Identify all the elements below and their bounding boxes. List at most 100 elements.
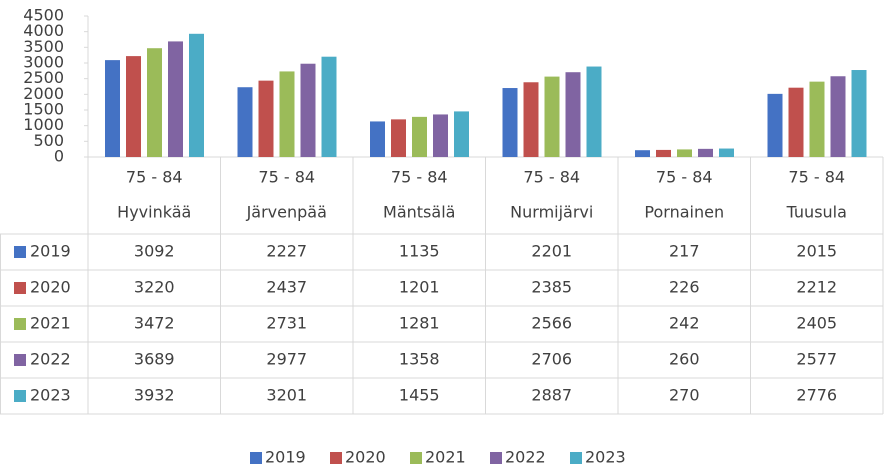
legend-key xyxy=(410,452,422,464)
y-tick-label: 1500 xyxy=(23,100,64,119)
x-tick-label: Mäntsälä xyxy=(383,203,455,222)
legend-key xyxy=(250,452,262,464)
table-row-label: 2021 xyxy=(30,314,71,333)
table-cell: 2977 xyxy=(266,350,307,369)
legend-label: 2023 xyxy=(585,448,626,467)
table-cell: 217 xyxy=(669,242,700,261)
y-tick-label: 1000 xyxy=(23,115,64,134)
table-row-label: 2022 xyxy=(30,350,71,369)
table-cell: 226 xyxy=(669,278,700,297)
bar xyxy=(788,87,804,157)
table-cell: 2776 xyxy=(796,386,837,405)
bar xyxy=(300,63,316,157)
table-cell: 2566 xyxy=(531,314,572,333)
bar xyxy=(321,56,337,158)
table-cell: 3201 xyxy=(266,386,307,405)
x-tick-sublabel: 75 - 84 xyxy=(391,168,448,187)
bar xyxy=(391,119,406,157)
table-cell: 2577 xyxy=(796,350,837,369)
x-tick-sublabel: 75 - 84 xyxy=(788,168,845,187)
y-tick-label: 3000 xyxy=(23,53,64,72)
bar xyxy=(412,116,427,157)
table-cell: 1135 xyxy=(399,242,440,261)
x-tick-sublabel: 75 - 84 xyxy=(126,168,183,187)
bar xyxy=(168,41,183,158)
x-tick-label: Hyvinkää xyxy=(117,203,191,222)
table-cell: 1455 xyxy=(399,386,440,405)
table-cell: 1201 xyxy=(399,278,440,297)
y-tick-label: 4500 xyxy=(23,6,64,25)
bar xyxy=(454,111,469,157)
bar xyxy=(502,88,518,157)
legend-label: 2022 xyxy=(505,448,546,467)
table-cell: 3472 xyxy=(134,314,175,333)
x-tick-sublabel: 75 - 84 xyxy=(656,168,713,187)
bar xyxy=(635,150,650,157)
bar xyxy=(189,33,204,157)
y-tick-label: 500 xyxy=(33,131,64,150)
bar xyxy=(830,76,846,157)
bar xyxy=(698,148,713,157)
table-row-label: 2020 xyxy=(30,278,71,297)
bar xyxy=(279,71,295,157)
bar xyxy=(105,60,120,157)
table-cell: 2227 xyxy=(266,242,307,261)
table-cell: 2201 xyxy=(531,242,572,261)
x-tick-label: Nurmijärvi xyxy=(510,203,593,222)
bar xyxy=(544,76,560,157)
table-row-label: 2019 xyxy=(30,242,71,261)
table-cell: 1281 xyxy=(399,314,440,333)
table-cell: 2437 xyxy=(266,278,307,297)
bar xyxy=(677,149,692,157)
bar xyxy=(258,80,274,157)
legend-key xyxy=(14,318,26,330)
table-row-label: 2023 xyxy=(30,386,71,405)
table-cell: 3092 xyxy=(134,242,175,261)
bar xyxy=(523,82,539,157)
table-cell: 2015 xyxy=(796,242,837,261)
bar xyxy=(370,121,385,157)
table-cell: 2706 xyxy=(531,350,572,369)
bar xyxy=(851,70,867,157)
bar xyxy=(809,81,825,157)
table-cell: 3932 xyxy=(134,386,175,405)
legend-key xyxy=(330,452,342,464)
table-cell: 2385 xyxy=(531,278,572,297)
y-tick-label: 4000 xyxy=(23,21,64,40)
bar xyxy=(147,48,162,158)
y-tick-label: 2500 xyxy=(23,68,64,87)
x-tick-sublabel: 75 - 84 xyxy=(258,168,315,187)
legend-key xyxy=(14,354,26,366)
legend-label: 2019 xyxy=(265,448,306,467)
table-cell: 260 xyxy=(669,350,700,369)
table-cell: 270 xyxy=(669,386,700,405)
bar xyxy=(656,149,671,157)
legend-key xyxy=(14,246,26,258)
x-tick-label: Pornainen xyxy=(644,203,724,222)
table-cell: 2731 xyxy=(266,314,307,333)
table-cell: 3220 xyxy=(134,278,175,297)
x-tick-sublabel: 75 - 84 xyxy=(523,168,580,187)
table-cell: 2405 xyxy=(796,314,837,333)
y-tick-label: 2000 xyxy=(23,84,64,103)
table-cell: 2887 xyxy=(531,386,572,405)
table-cell: 3689 xyxy=(134,350,175,369)
table-cell: 1358 xyxy=(399,350,440,369)
y-tick-label: 0 xyxy=(54,147,64,166)
legend-key xyxy=(14,390,26,402)
bar xyxy=(586,66,602,157)
legend-key xyxy=(570,452,582,464)
y-tick-label: 3500 xyxy=(23,37,64,56)
x-tick-label: Järvenpää xyxy=(246,203,327,222)
bar xyxy=(767,93,783,157)
legend-label: 2020 xyxy=(345,448,386,467)
bar xyxy=(719,148,734,157)
legend-key xyxy=(14,282,26,294)
table-cell: 242 xyxy=(669,314,700,333)
bar xyxy=(565,72,581,157)
legend-key xyxy=(490,452,502,464)
legend-label: 2021 xyxy=(425,448,466,467)
bar xyxy=(433,114,448,157)
bar xyxy=(126,56,141,157)
